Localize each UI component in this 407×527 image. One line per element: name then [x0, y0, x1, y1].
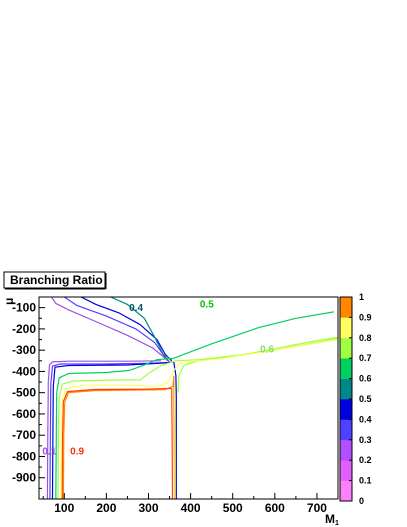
- color-scale-label: 1: [359, 292, 364, 302]
- plot-background: [39, 297, 338, 499]
- x-axis: 100 200 300 400 500 600 700: [42, 493, 339, 515]
- x-tick-label: 600: [265, 501, 285, 515]
- color-scale-band: [340, 399, 352, 420]
- x-tick-label: 500: [223, 501, 243, 515]
- x-tick-label: 100: [54, 501, 74, 515]
- contour-line-12: [61, 387, 172, 499]
- x-tick-label: 400: [181, 501, 201, 515]
- contour-line-8: [57, 336, 338, 499]
- y-tick-label: -200: [12, 322, 36, 336]
- color-scale-label: 0.8: [359, 333, 372, 343]
- contour-line-3: [49, 361, 170, 499]
- contour-label-1: 0.5: [200, 300, 214, 311]
- contour-line-4: [80, 297, 173, 362]
- color-scale-label: 0.3: [359, 435, 372, 445]
- plot-frame: [38, 296, 339, 500]
- y-axis-label: μ: [2, 298, 16, 305]
- color-scale-label: 0.2: [359, 455, 372, 465]
- x-tick-label: 300: [138, 501, 158, 515]
- color-scale-band: [340, 378, 352, 400]
- y-tick-label: -700: [12, 428, 36, 442]
- contour-lines: [46, 297, 338, 499]
- contour-line-6: [110, 297, 173, 361]
- color-scale-band: [340, 358, 352, 379]
- contour-line-7: [55, 311, 334, 499]
- contour-line-0: [46, 360, 162, 499]
- contour-labels: 0.4 0.5 0.6 0.1 0.9: [42, 300, 274, 458]
- x-axis-label-subscript: 1: [335, 520, 339, 527]
- y-tick-label: -600: [12, 407, 36, 421]
- contour-line-10: [60, 338, 338, 499]
- color-scale-band: [340, 419, 352, 441]
- y-tick-label: -900: [12, 471, 36, 485]
- color-scale-label: 0.9: [359, 312, 372, 322]
- chart-title: Branching Ratio: [10, 273, 103, 287]
- color-scale-label: 0.4: [359, 414, 372, 424]
- color-scale-band: [340, 439, 352, 461]
- x-axis-label: M: [325, 512, 335, 526]
- y-axis: -100 -200 -300 -400 -500 -600 -700 -800 -900: [12, 296, 45, 500]
- plot-area: 0.4 0.5 0.6 0.1 0.9 100 200 300 400 500 600 700 -1…: [12, 296, 339, 515]
- contour-label-3: 0.1: [42, 446, 56, 457]
- contour-line-5: [51, 361, 177, 499]
- x-tick-label: 200: [96, 501, 116, 515]
- color-scale-label: 0.7: [359, 353, 372, 363]
- color-scale-band: [340, 297, 352, 318]
- color-scale-label: 0.6: [359, 374, 372, 384]
- y-tick-label: -300: [12, 343, 36, 357]
- color-scale-label: 0.5: [359, 394, 372, 404]
- color-scale-label: 0: [359, 496, 364, 506]
- contour-line-1: [51, 297, 168, 362]
- y-tick-label: -400: [12, 364, 36, 378]
- color-scale-band: [340, 337, 352, 359]
- contour-label-4: 0.9: [70, 446, 84, 457]
- color-scale-band: [340, 317, 352, 339]
- y-tick-label: -100: [12, 301, 36, 315]
- color-scale-band: [340, 460, 352, 481]
- color-scale: 0 0.1 0.2 0.3 0.4 0.5 0.6 0.7 0.8 0.9 1: [339, 292, 372, 506]
- contour-line-13: [171, 388, 174, 499]
- contour-line-11: [62, 375, 176, 499]
- title-box: Branching Ratio: [3, 271, 107, 290]
- y-tick-label: -800: [12, 449, 36, 463]
- contour-label-2: 0.6: [260, 344, 274, 355]
- y-tick-label: -500: [12, 386, 36, 400]
- contour-label-0: 0.4: [129, 303, 143, 314]
- contour-line-2: [63, 297, 170, 363]
- color-scale-label: 0.1: [359, 476, 372, 486]
- color-scale-band: [340, 480, 352, 502]
- x-tick-label: 700: [307, 501, 327, 515]
